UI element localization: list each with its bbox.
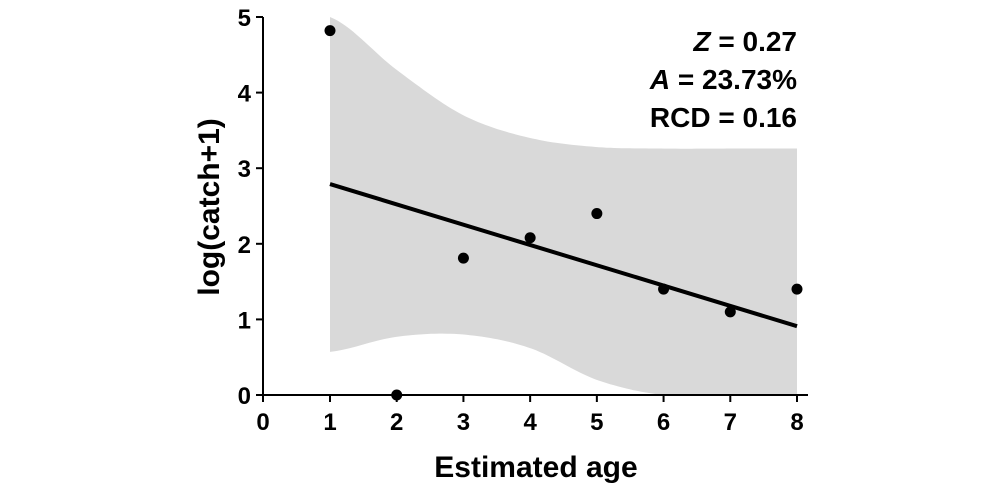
x-tick-label-2: 2: [390, 409, 403, 436]
y-tick-label-5: 5: [238, 5, 251, 32]
y-axis-label: log(catch+1): [193, 118, 226, 296]
axes-layer: 0 1 2 3 4 5 6 7 8 0 1 2 3 4 5: [238, 5, 808, 436]
x-tick-label-6: 6: [657, 409, 670, 436]
confidence-band-layer: [330, 17, 797, 395]
data-point-4: [524, 232, 536, 244]
annotation-layer: Z = 0.27 A = 23.73% RCD = 0.16: [649, 26, 797, 133]
y-tick-label-2: 2: [238, 232, 251, 259]
fit-line-layer: [329, 182, 798, 329]
data-point-5: [591, 208, 603, 220]
stat-annotation-3: RCD = 0.16: [650, 102, 797, 133]
y-tick-label-0: 0: [238, 383, 251, 410]
y-tick-label-3: 3: [238, 156, 251, 183]
x-tick-label-8: 8: [790, 409, 803, 436]
data-point-1: [324, 25, 336, 37]
stat-value: = 23.73%: [670, 64, 797, 95]
confidence-band: [330, 17, 797, 395]
x-tick-label-5: 5: [590, 409, 603, 436]
x-tick-label-4: 4: [523, 409, 537, 436]
x-tick-label-7: 7: [724, 409, 737, 436]
data-point-6: [658, 283, 670, 295]
stat-symbol: Z: [692, 26, 711, 57]
x-tick-label-1: 1: [323, 409, 336, 436]
y-tick-label-1: 1: [238, 307, 251, 334]
y-tick-label-4: 4: [238, 81, 252, 108]
stat-symbol: A: [649, 64, 670, 95]
data-points-layer: [324, 25, 803, 401]
stat-annotation-2: A = 23.73%: [649, 64, 797, 95]
data-point-7: [724, 306, 736, 318]
x-tick-label-3: 3: [457, 409, 470, 436]
stat-value: = 0.27: [711, 26, 797, 57]
data-point-3: [457, 252, 469, 264]
data-point-8: [791, 283, 803, 295]
regression-line: [329, 182, 798, 329]
stat-value: RCD = 0.16: [650, 102, 797, 133]
x-tick-label-0: 0: [256, 409, 269, 436]
x-axis-label: Estimated age: [434, 451, 637, 484]
stat-annotation-1: Z = 0.27: [692, 26, 797, 57]
